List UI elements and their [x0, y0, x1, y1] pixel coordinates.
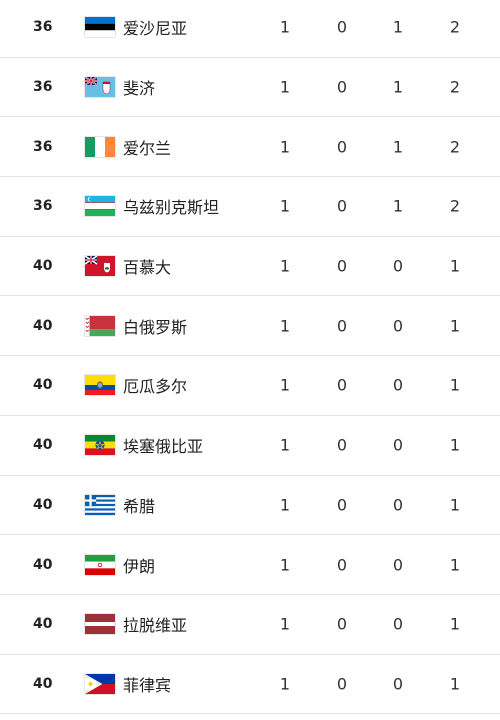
bronze-count: 0 — [392, 435, 404, 455]
bronze-count: 1 — [392, 137, 404, 157]
latvia-flag-icon — [85, 614, 115, 635]
bronze-count: 0 — [392, 495, 404, 515]
table-row[interactable]: 40 拉脱维亚 1 0 0 1 — [0, 595, 500, 655]
total-count: 1 — [449, 375, 461, 395]
silver-count: 0 — [336, 674, 348, 694]
greece-flag-icon — [85, 494, 115, 515]
estonia-flag-icon — [85, 17, 115, 38]
belarus-flag-icon — [85, 315, 115, 336]
gold-count: 1 — [279, 137, 291, 157]
silver-count: 0 — [336, 316, 348, 336]
silver-count: 0 — [336, 256, 348, 276]
country-name: 爱尔兰 — [123, 138, 172, 158]
rank-cell: 40 — [33, 496, 53, 513]
gold-count: 1 — [279, 674, 291, 694]
rank-cell: 36 — [33, 79, 53, 96]
uzbekistan-flag-icon — [85, 196, 115, 217]
fiji-flag-icon — [85, 77, 115, 98]
gold-count: 1 — [279, 196, 291, 216]
bronze-count: 0 — [392, 674, 404, 694]
gold-count: 1 — [279, 17, 291, 37]
country-name: 埃塞俄比亚 — [123, 437, 204, 457]
iran-flag-icon — [85, 554, 115, 575]
bronze-count: 0 — [392, 614, 404, 634]
silver-count: 0 — [336, 555, 348, 575]
gold-count: 1 — [279, 256, 291, 276]
bronze-count: 1 — [392, 196, 404, 216]
silver-count: 0 — [336, 196, 348, 216]
bermuda-flag-icon — [85, 256, 115, 277]
total-count: 2 — [449, 77, 461, 97]
total-count: 2 — [449, 196, 461, 216]
rank-cell: 40 — [33, 556, 53, 573]
rank-cell: 40 — [33, 258, 53, 275]
total-count: 2 — [449, 17, 461, 37]
silver-count: 0 — [336, 77, 348, 97]
gold-count: 1 — [279, 375, 291, 395]
rank-cell: 40 — [33, 317, 53, 334]
silver-count: 0 — [336, 435, 348, 455]
ecuador-flag-icon — [85, 375, 115, 396]
country-name: 厄瓜多尔 — [123, 377, 188, 397]
country-name: 希腊 — [123, 496, 156, 516]
rank-cell: 36 — [33, 19, 53, 36]
table-row[interactable]: 40 埃塞俄比亚 1 0 0 1 — [0, 416, 500, 476]
total-count: 1 — [449, 555, 461, 575]
table-row[interactable]: 36 爱尔兰 1 0 1 2 — [0, 117, 500, 178]
ireland-flag-icon — [85, 136, 115, 157]
rank-cell: 36 — [33, 198, 53, 215]
silver-count: 0 — [336, 17, 348, 37]
country-name: 斐济 — [123, 79, 156, 99]
country-name: 拉脱维亚 — [123, 616, 188, 636]
total-count: 1 — [449, 614, 461, 634]
country-name: 伊朗 — [123, 556, 156, 576]
country-name: 白俄罗斯 — [123, 317, 188, 337]
gold-count: 1 — [279, 555, 291, 575]
country-name: 百慕大 — [123, 258, 172, 278]
rank-cell: 36 — [33, 138, 53, 155]
table-row[interactable]: 40 希腊 1 0 0 1 — [0, 476, 500, 536]
bronze-count: 0 — [392, 316, 404, 336]
gold-count: 1 — [279, 435, 291, 455]
table-row[interactable]: 36 乌兹别克斯坦 1 0 1 2 — [0, 177, 500, 237]
table-row[interactable]: 40 厄瓜多尔 1 0 0 1 — [0, 356, 500, 416]
gold-count: 1 — [279, 495, 291, 515]
total-count: 1 — [449, 495, 461, 515]
silver-count: 0 — [336, 137, 348, 157]
ethiopia-flag-icon — [85, 435, 115, 456]
table-row[interactable]: 40 百慕大 1 0 0 1 — [0, 237, 500, 297]
country-name: 菲律宾 — [123, 675, 172, 695]
gold-count: 1 — [279, 316, 291, 336]
bronze-count: 1 — [392, 77, 404, 97]
silver-count: 0 — [336, 495, 348, 515]
rank-cell: 40 — [33, 616, 53, 633]
total-count: 2 — [449, 137, 461, 157]
table-row[interactable]: 40 菲律宾 1 0 0 1 — [0, 655, 500, 715]
table-row[interactable]: 36 斐济 1 0 1 2 — [0, 58, 500, 118]
total-count: 1 — [449, 256, 461, 276]
table-row[interactable]: 40 白俄罗斯 1 0 0 1 — [0, 296, 500, 357]
table-row[interactable]: 36 爱沙尼亚 1 0 1 2 — [0, 0, 500, 58]
philippines-flag-icon — [85, 673, 115, 694]
table-row[interactable]: 40 伊朗 1 0 0 1 — [0, 535, 500, 595]
rank-cell: 40 — [33, 377, 53, 394]
bronze-count: 0 — [392, 375, 404, 395]
country-name: 乌兹别克斯坦 — [123, 198, 220, 218]
rank-cell: 40 — [33, 437, 53, 454]
gold-count: 1 — [279, 614, 291, 634]
bronze-count: 0 — [392, 555, 404, 575]
bronze-count: 1 — [392, 17, 404, 37]
total-count: 1 — [449, 435, 461, 455]
silver-count: 0 — [336, 375, 348, 395]
rank-cell: 40 — [33, 675, 53, 692]
total-count: 1 — [449, 316, 461, 336]
total-count: 1 — [449, 674, 461, 694]
silver-count: 0 — [336, 614, 348, 634]
gold-count: 1 — [279, 77, 291, 97]
country-name: 爱沙尼亚 — [123, 19, 188, 39]
bronze-count: 0 — [392, 256, 404, 276]
